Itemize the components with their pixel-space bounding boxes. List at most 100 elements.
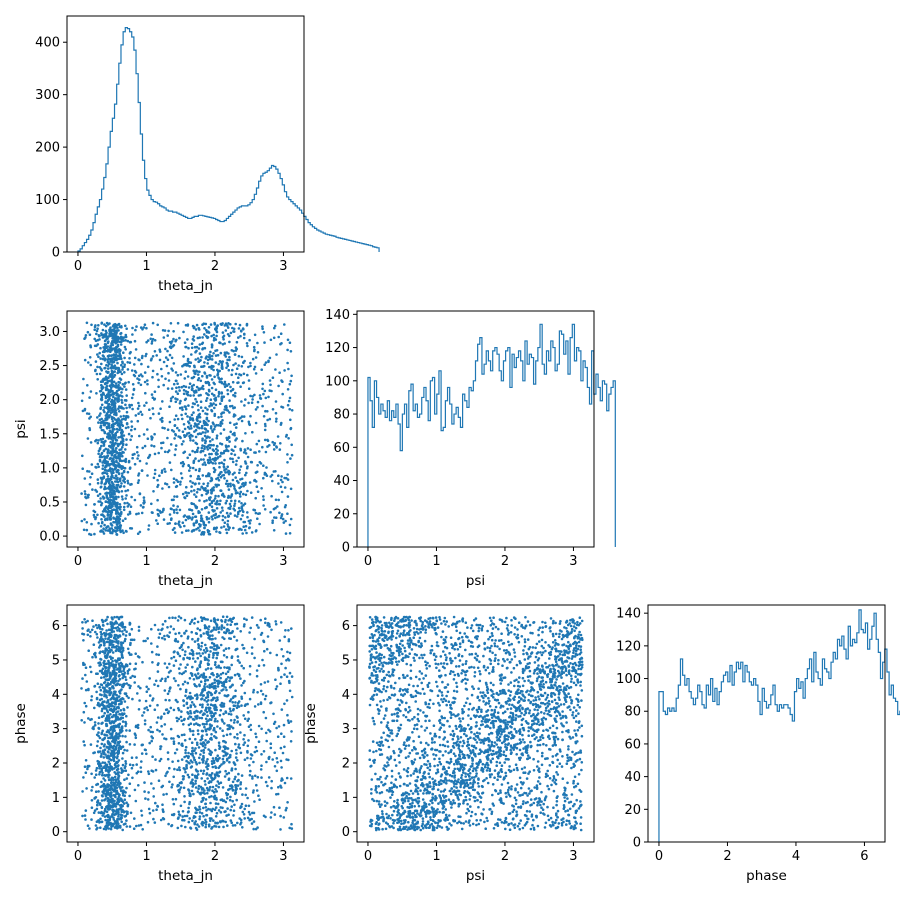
scatter-point	[169, 322, 173, 325]
scatter-point	[107, 409, 110, 412]
x-axis-label: psi	[466, 573, 485, 589]
scatter-point	[116, 522, 119, 526]
scatter-point	[108, 379, 111, 383]
scatter-point	[181, 460, 185, 464]
scatter-point	[100, 321, 104, 325]
scatter-point	[177, 667, 181, 670]
scatter-point	[223, 342, 226, 345]
scatter-point	[215, 530, 218, 533]
scatter-point	[218, 472, 222, 476]
scatter-point	[215, 784, 218, 787]
scatter-point	[285, 659, 288, 662]
scatter-point	[151, 755, 154, 758]
scatter-point	[226, 358, 229, 362]
scatter-point	[200, 486, 203, 489]
scatter-point	[214, 717, 217, 721]
scatter-point	[94, 630, 97, 634]
scatter-point	[152, 445, 156, 448]
scatter-point	[196, 378, 200, 382]
scatter-point	[212, 759, 216, 763]
scatter-point	[263, 681, 267, 684]
scatter-point	[112, 323, 116, 327]
scatter-point	[110, 423, 114, 427]
scatter-point	[161, 329, 165, 332]
scatter-point	[229, 512, 232, 515]
scatter-point	[228, 798, 232, 802]
scatter-point	[119, 782, 122, 785]
scatter-point	[123, 748, 126, 752]
scatter-point	[122, 810, 126, 813]
scatter-point	[190, 413, 194, 417]
scatter-point	[247, 422, 251, 426]
scatter-point	[186, 711, 189, 714]
scatter-point	[161, 487, 164, 490]
scatter-point	[205, 706, 208, 710]
scatter-point	[116, 501, 119, 505]
scatter-point	[113, 433, 116, 437]
scatter-point	[135, 325, 138, 328]
scatter-point	[271, 519, 275, 522]
scatter-point	[178, 402, 182, 405]
scatter-point	[206, 448, 210, 451]
scatter-point	[115, 427, 119, 431]
scatter-point	[143, 722, 147, 726]
scatter-point	[124, 724, 127, 728]
scatter-point	[218, 820, 222, 823]
y-tick-label: 2.0	[39, 393, 60, 408]
scatter-point	[96, 416, 99, 419]
scatter-point	[186, 696, 189, 700]
scatter-point	[98, 338, 101, 341]
scatter-point	[224, 501, 228, 505]
scatter-point	[226, 392, 230, 396]
scatter-point	[114, 529, 118, 533]
scatter-point	[248, 673, 252, 676]
scatter-point	[173, 751, 177, 755]
scatter-point	[186, 415, 189, 418]
scatter-point	[249, 626, 252, 630]
scatter-point	[156, 670, 160, 673]
scatter-point	[116, 817, 119, 821]
scatter-point	[206, 695, 210, 699]
scatter-point	[158, 358, 162, 362]
scatter-point	[120, 452, 123, 455]
scatter-point	[111, 685, 115, 688]
scatter-point	[273, 326, 276, 330]
scatter-point	[208, 498, 211, 502]
scatter-point	[224, 404, 228, 408]
scatter-point	[144, 391, 147, 395]
scatter-point	[174, 400, 178, 404]
scatter-point	[114, 466, 117, 469]
scatter-point	[83, 814, 87, 817]
scatter-point	[119, 378, 123, 381]
scatter-point	[191, 405, 194, 409]
scatter-point	[202, 751, 206, 754]
scatter-point	[126, 361, 129, 364]
x-axis-label: theta_jn	[158, 573, 213, 589]
scatter-point	[229, 331, 233, 335]
scatter-point	[228, 637, 231, 640]
x-tick-label: 0	[364, 554, 372, 569]
scatter-point	[234, 349, 238, 352]
scatter-point	[116, 464, 119, 467]
scatter-point	[100, 482, 103, 485]
scatter-point	[107, 425, 110, 429]
scatter-point	[249, 448, 252, 452]
scatter-point	[122, 505, 126, 509]
scatter-point	[214, 806, 218, 809]
scatter-point	[241, 810, 245, 814]
scatter-point	[233, 445, 237, 449]
scatter-point	[164, 482, 167, 485]
scatter-point	[186, 635, 190, 638]
y-tick-label: 20	[333, 507, 350, 522]
scatter-point	[117, 395, 120, 399]
scatter-point	[110, 374, 114, 378]
scatter-point	[190, 489, 193, 493]
scatter-point	[116, 517, 119, 521]
scatter-point	[121, 472, 124, 475]
scatter-point	[141, 446, 144, 450]
scatter-point	[153, 452, 157, 456]
scatter-point	[124, 348, 127, 351]
scatter-point	[198, 815, 202, 818]
scatter-point	[204, 406, 207, 410]
